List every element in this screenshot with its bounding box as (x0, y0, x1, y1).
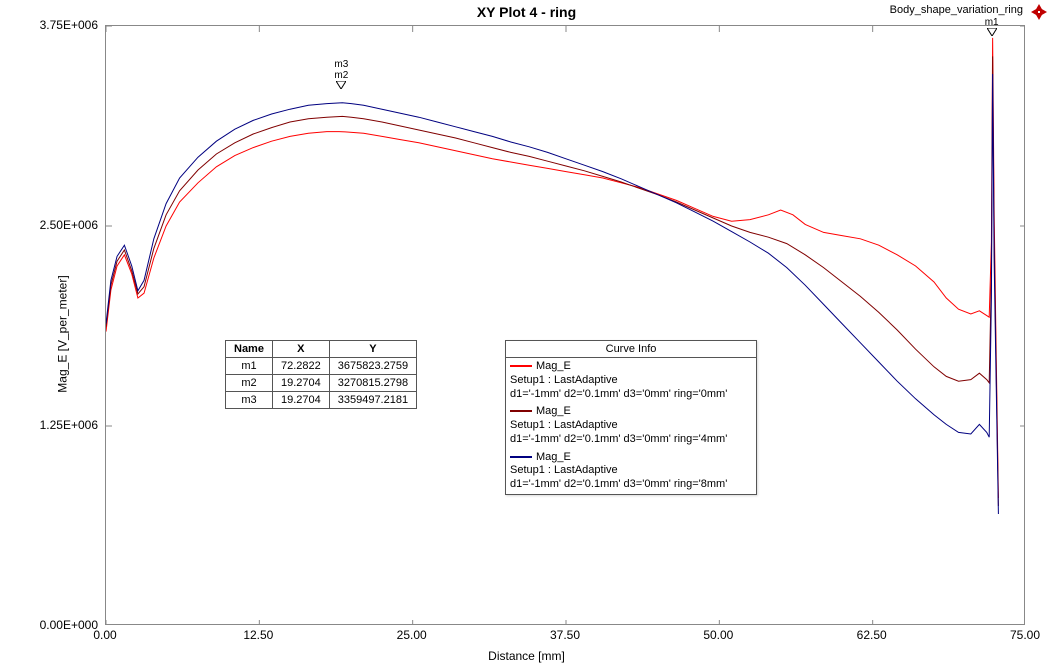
x-tick-label: 62.50 (857, 628, 887, 642)
data-marker[interactable]: m3m2 (334, 59, 348, 89)
marker-table-header: X (272, 341, 329, 358)
marker-table: NameXY m172.28223675823.2759m219.2704327… (225, 340, 417, 409)
legend-title: Curve Info (506, 341, 756, 358)
plot-area[interactable] (105, 25, 1025, 625)
legend-label: Mag_E (536, 360, 571, 372)
legend-item[interactable]: Mag_E Setup1 : LastAdaptive d1='-1mm' d2='… (506, 358, 756, 403)
marker-table-row: m319.27043359497.2181 (226, 392, 417, 409)
curve-info-legend[interactable]: Curve Info Mag_ESetup1 : LastAdaptived1=… (505, 340, 757, 495)
legend-sub1: Setup1 : LastAdaptive (510, 419, 618, 431)
legend-label: Mag_E (536, 405, 571, 417)
legend-sub1: Setup1 : LastAdaptive (510, 464, 618, 476)
x-tick-label: 75.00 (1010, 628, 1040, 642)
legend-sub2: d1='-1mm' d2='0.1mm' d3='0mm' ring='8mm' (510, 478, 727, 490)
legend-sub2: d1='-1mm' d2='0.1mm' d3='0mm' ring='4mm' (510, 433, 727, 445)
y-tick-label: 0.00E+000 (40, 618, 98, 632)
y-tick-label: 3.75E+006 (40, 18, 98, 32)
data-marker[interactable]: m1 (985, 17, 999, 36)
y-axis-label: Mag_E [V_per_meter] (56, 275, 70, 392)
y-tick-label: 2.50E+006 (40, 218, 98, 232)
y-tick-label: 1.25E+006 (40, 418, 98, 432)
x-tick-label: 12.50 (243, 628, 273, 642)
x-tick-label: 50.00 (703, 628, 733, 642)
marker-table-row: m172.28223675823.2759 (226, 358, 417, 375)
legend-sub2: d1='-1mm' d2='0.1mm' d3='0mm' ring='0mm' (510, 388, 727, 400)
legend-sub1: Setup1 : LastAdaptive (510, 374, 618, 386)
legend-item[interactable]: Mag_E Setup1 : LastAdaptive d1='-1mm' d2='… (506, 403, 756, 448)
marker-table-header: Y (329, 341, 416, 358)
legend-item[interactable]: Mag_ESetup1 : LastAdaptive d1='-1mm' d2='… (506, 449, 756, 494)
x-tick-label: 25.00 (397, 628, 427, 642)
design-name-label: Body_shape_variation_ring (890, 4, 1023, 16)
marker-table-header: Name (226, 341, 273, 358)
x-tick-label: 0.00 (93, 628, 116, 642)
x-tick-label: 37.50 (550, 628, 580, 642)
x-axis-label: Distance [mm] (0, 649, 1053, 663)
ansoft-logo (1029, 2, 1049, 22)
legend-label: Mag_E (536, 451, 571, 463)
marker-table-row: m219.27043270815.2798 (226, 375, 417, 392)
